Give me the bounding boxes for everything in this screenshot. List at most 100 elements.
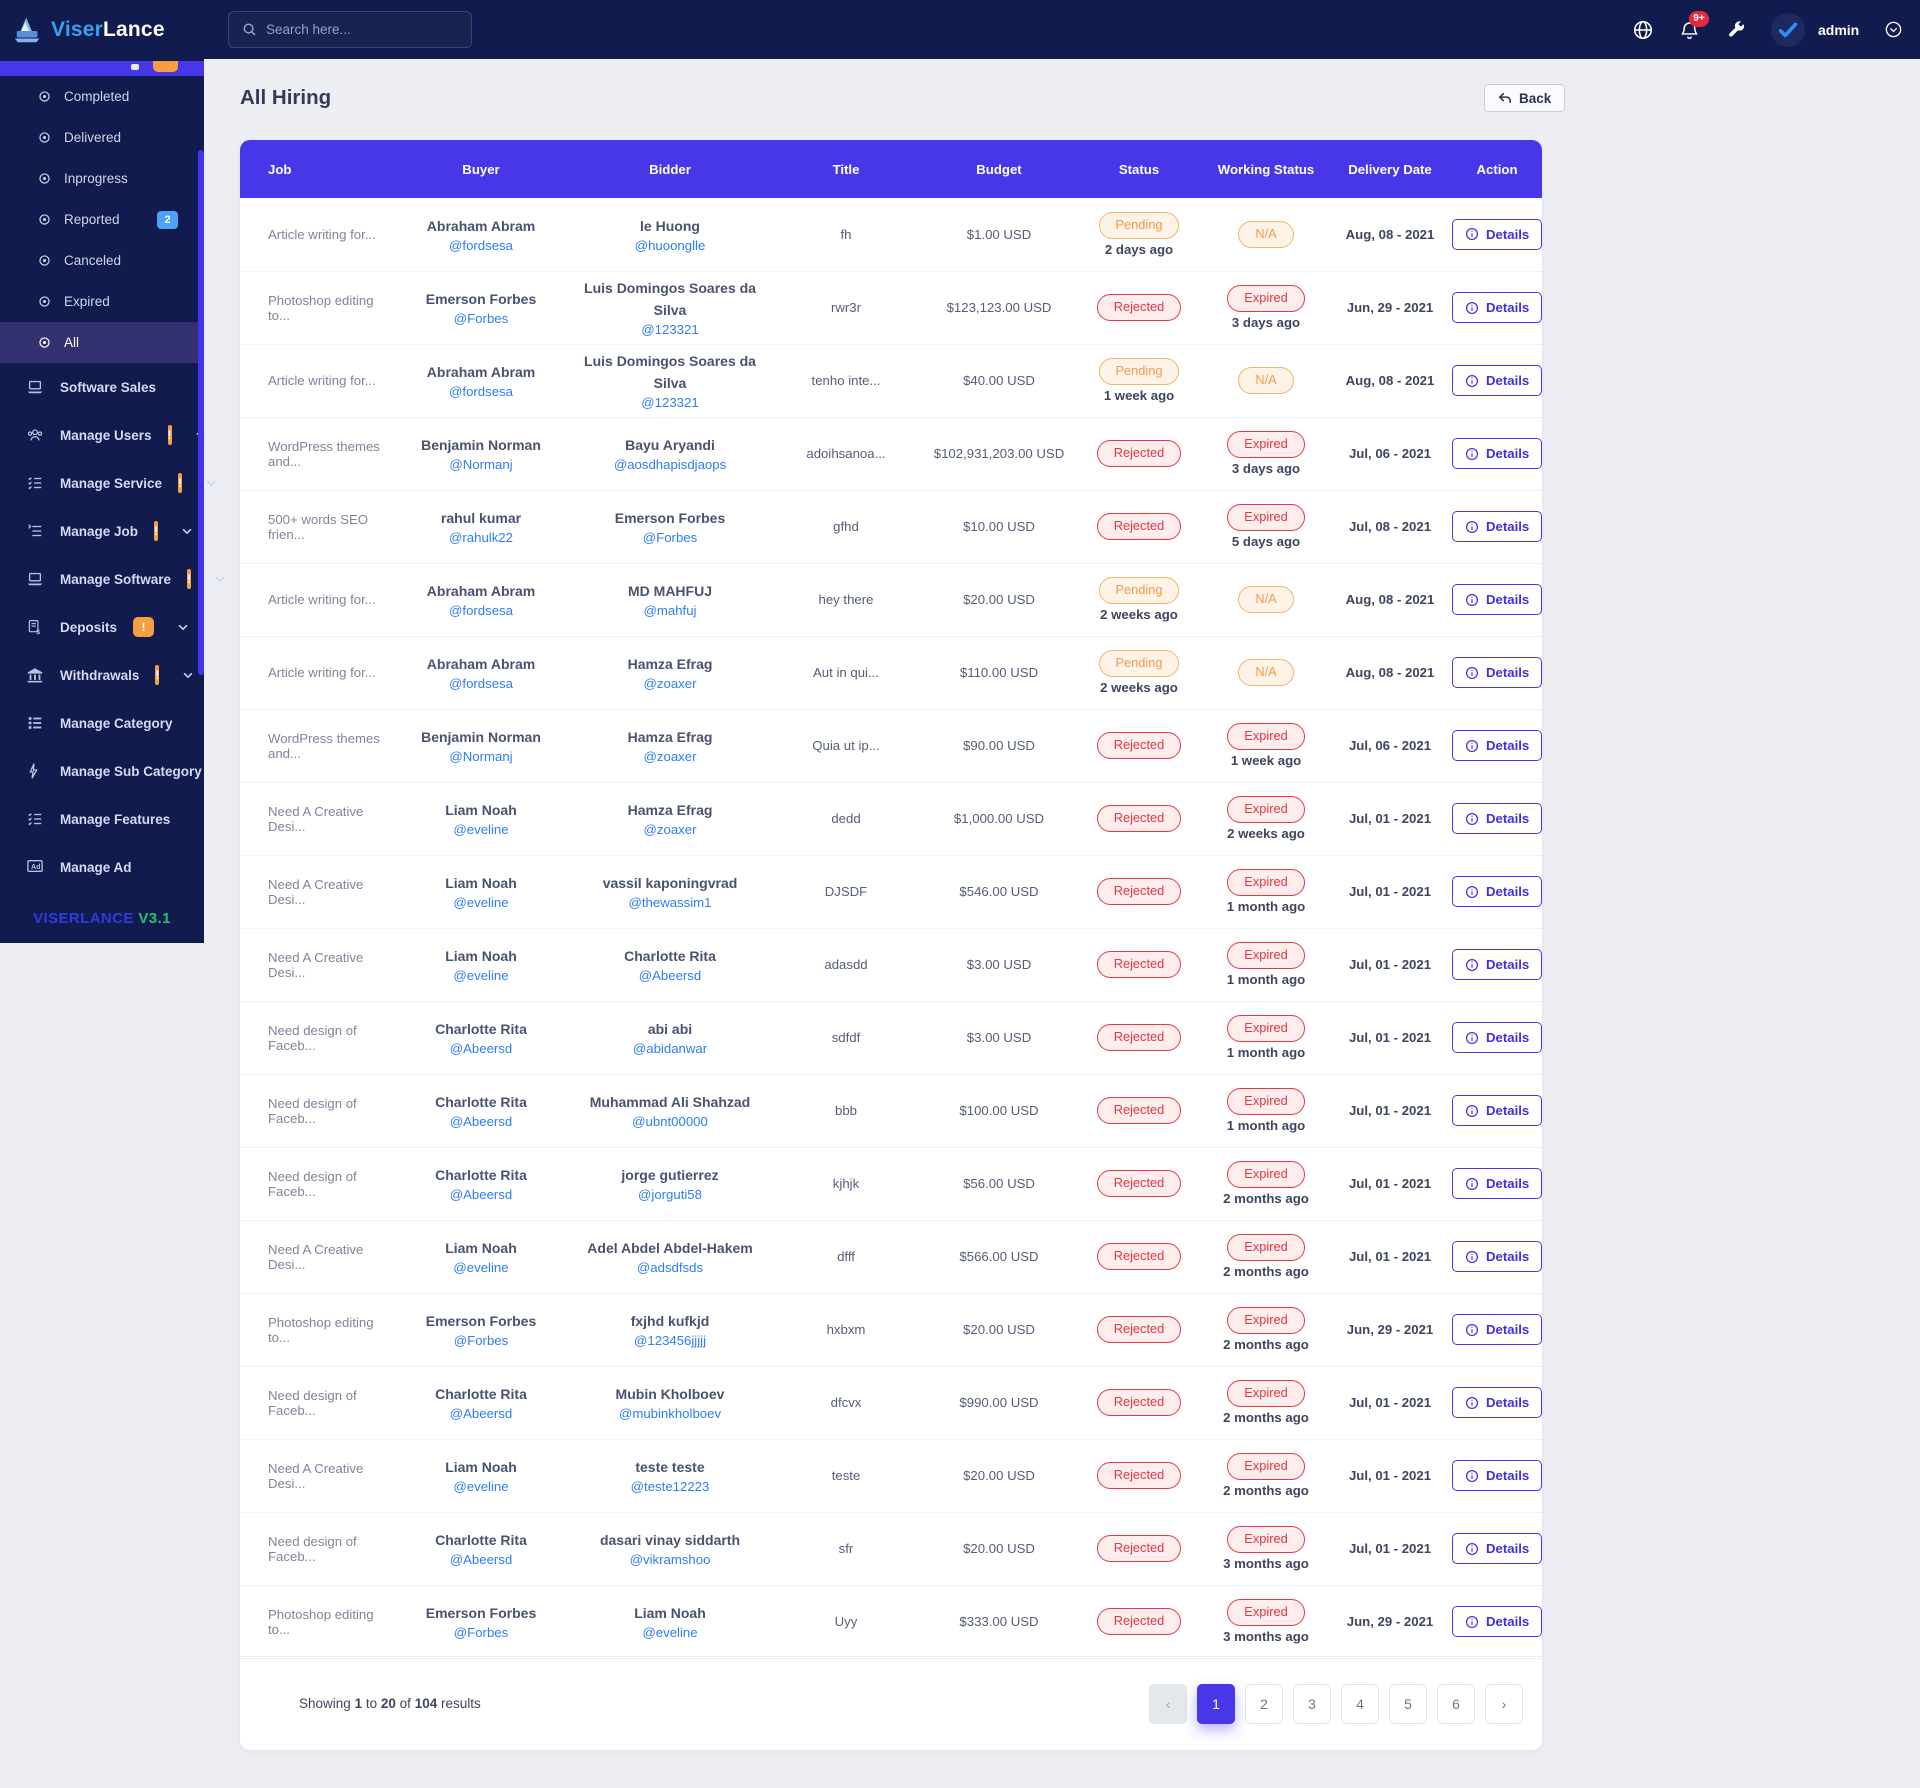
pagination-page-5[interactable]: 5 (1389, 1683, 1427, 1724)
pagination-page-6[interactable]: 6 (1437, 1683, 1475, 1724)
sidebar-item-manage-sub-category[interactable]: Manage Sub Category (0, 747, 204, 795)
pagination-page-1[interactable]: 1 (1197, 1683, 1235, 1724)
bidder-username-link[interactable]: @mubinkholboev (618, 1405, 722, 1421)
details-button[interactable]: Details (1452, 584, 1543, 615)
bidder-username-link[interactable]: @123456jjjjj (633, 1332, 707, 1348)
pagination-page-4[interactable]: 4 (1341, 1683, 1379, 1724)
bidder-username-link[interactable]: @aosdhapisdjaops (613, 456, 727, 472)
bidder-username-link[interactable]: @123321 (641, 394, 699, 410)
details-button[interactable]: Details (1452, 1022, 1543, 1053)
sidebar-active-parent-item[interactable] (0, 61, 204, 76)
buyer-username-link[interactable]: @Abeersd (449, 1405, 513, 1421)
sidebar-subitem-reported[interactable]: Reported 2 (0, 199, 204, 240)
sidebar-item-manage-users[interactable]: Manage Users! (0, 411, 205, 459)
sidebar-subitem-expired[interactable]: Expired (0, 281, 204, 322)
avatar-check-icon[interactable] (1771, 12, 1805, 47)
buyer-username-link[interactable]: @eveline (453, 821, 509, 837)
buyer-username-link[interactable]: @Forbes (453, 1332, 509, 1348)
sidebar-item-software-sales[interactable]: Software Sales (0, 363, 204, 411)
sidebar-subitem-completed[interactable]: Completed (0, 76, 204, 117)
admin-label[interactable]: admin (1818, 21, 1860, 38)
pagination-page-3[interactable]: 3 (1293, 1683, 1331, 1724)
details-button[interactable]: Details (1452, 1168, 1543, 1199)
details-button[interactable]: Details (1452, 218, 1543, 250)
details-button[interactable]: Details (1452, 1533, 1543, 1564)
buyer-username-link[interactable]: @Abeersd (449, 1551, 513, 1567)
menu-item-label: Manage Software (60, 571, 172, 587)
bidder-username-link[interactable]: @abidanwar (632, 1040, 708, 1056)
bidder-username-link[interactable]: @mahfuj (643, 602, 697, 618)
sidebar-item-manage-category[interactable]: Manage Category (0, 699, 204, 747)
bidder-username-link[interactable]: @huoonglle (634, 237, 706, 253)
logo[interactable]: ViserLance (0, 0, 204, 59)
bidder-username-link[interactable]: @thewassim1 (628, 894, 712, 910)
bidder-username-link[interactable]: @zoaxer (643, 748, 697, 764)
bidder-username-link[interactable]: @adsdfsds (636, 1259, 704, 1275)
sidebar-item-manage-features[interactable]: Manage Features (0, 795, 204, 843)
details-button[interactable]: Details (1452, 949, 1543, 980)
pagination-page-2[interactable]: 2 (1245, 1683, 1283, 1724)
sidebar-subitem-inprogress[interactable]: Inprogress (0, 158, 204, 199)
sidebar-item-manage-job[interactable]: Manage Job! (0, 507, 204, 555)
bidder-username-link[interactable]: @123321 (641, 321, 699, 337)
bidder-username-link[interactable]: @teste12223 (630, 1478, 710, 1494)
details-button[interactable]: Details (1452, 1095, 1543, 1126)
details-button[interactable]: Details (1452, 803, 1543, 834)
details-button[interactable]: Details (1452, 438, 1543, 469)
buyer-username-link[interactable]: @eveline (453, 1259, 509, 1275)
sidebar-item-manage-service[interactable]: Manage Service! (0, 459, 216, 507)
pagination-next-button[interactable]: › (1485, 1683, 1523, 1724)
details-button[interactable]: Details (1452, 511, 1543, 542)
details-button[interactable]: Details (1452, 1460, 1543, 1491)
buyer-username-link[interactable]: @fordsesa (449, 602, 513, 618)
details-button[interactable]: Details (1452, 730, 1543, 761)
buyer-username-link[interactable]: @rahulk22 (449, 529, 513, 545)
buyer-username-link[interactable]: @Abeersd (449, 1040, 513, 1056)
details-button[interactable]: Details (1452, 1606, 1543, 1637)
bidder-username-link[interactable]: @zoaxer (643, 821, 697, 837)
buyer-username-link[interactable]: @Abeersd (449, 1186, 513, 1202)
bidder-username-link[interactable]: @vikramshoo (629, 1551, 711, 1567)
details-button[interactable]: Details (1452, 1241, 1543, 1272)
bell-icon[interactable]: 9+ (1679, 10, 1709, 41)
sidebar-subitem-canceled[interactable]: Canceled (0, 240, 204, 281)
buyer-username-link[interactable]: @eveline (453, 894, 509, 910)
sidebar-subitem-delivered[interactable]: Delivered (0, 117, 204, 158)
sidebar-item-manage-software[interactable]: Manage Software! (0, 555, 225, 603)
buyer-username-link[interactable]: @Normanj (449, 456, 513, 472)
chevron-down-circle-icon[interactable] (1884, 20, 1903, 39)
search-box[interactable] (228, 11, 472, 48)
pagination-prev-button[interactable]: ‹ (1149, 1683, 1187, 1724)
sidebar-item-withdrawals[interactable]: Withdrawals! (0, 651, 204, 699)
buyer-username-link[interactable]: @Forbes (453, 1624, 509, 1640)
bidder-username-link[interactable]: @zoaxer (643, 675, 697, 691)
details-button[interactable]: Details (1452, 365, 1543, 396)
details-button[interactable]: Details (1452, 292, 1543, 323)
search-input[interactable] (266, 22, 458, 37)
buyer-username-link[interactable]: @fordsesa (449, 675, 513, 691)
buyer-username-link[interactable]: @eveline (453, 1478, 509, 1494)
details-button[interactable]: Details (1452, 657, 1543, 688)
buyer-username-link[interactable]: @eveline (453, 967, 509, 983)
buyer-username-link[interactable]: @fordsesa (449, 383, 513, 399)
buyer-username-link[interactable]: @Normanj (449, 748, 513, 764)
buyer-username-link[interactable]: @Abeersd (449, 1113, 513, 1129)
details-button[interactable]: Details (1452, 876, 1543, 907)
bidder-username-link[interactable]: @Forbes (642, 529, 698, 545)
buyer-username-link[interactable]: @fordsesa (449, 237, 513, 253)
buyer-username-link[interactable]: @Forbes (453, 310, 509, 326)
bidder-username-link[interactable]: @jorguti58 (638, 1186, 702, 1202)
bidder-username-link[interactable]: @eveline (642, 1624, 698, 1640)
details-button[interactable]: Details (1452, 1314, 1543, 1345)
sidebar-item-deposits[interactable]: $ Deposits! (0, 603, 204, 651)
back-button[interactable]: Back (1484, 84, 1566, 112)
wrench-icon[interactable] (1725, 19, 1746, 40)
sidebar-scrollbar[interactable] (198, 150, 204, 675)
sidebar-subitem-all[interactable]: All (0, 322, 204, 363)
details-button[interactable]: Details (1452, 1387, 1543, 1418)
globe-icon[interactable] (1632, 19, 1654, 41)
bidder-username-link[interactable]: @Abeersd (638, 967, 702, 983)
sidebar-item-manage-ad[interactable]: Ad Manage Ad (0, 843, 204, 891)
alert-badge: ! (187, 569, 192, 589)
bidder-username-link[interactable]: @ubnt00000 (632, 1113, 708, 1129)
